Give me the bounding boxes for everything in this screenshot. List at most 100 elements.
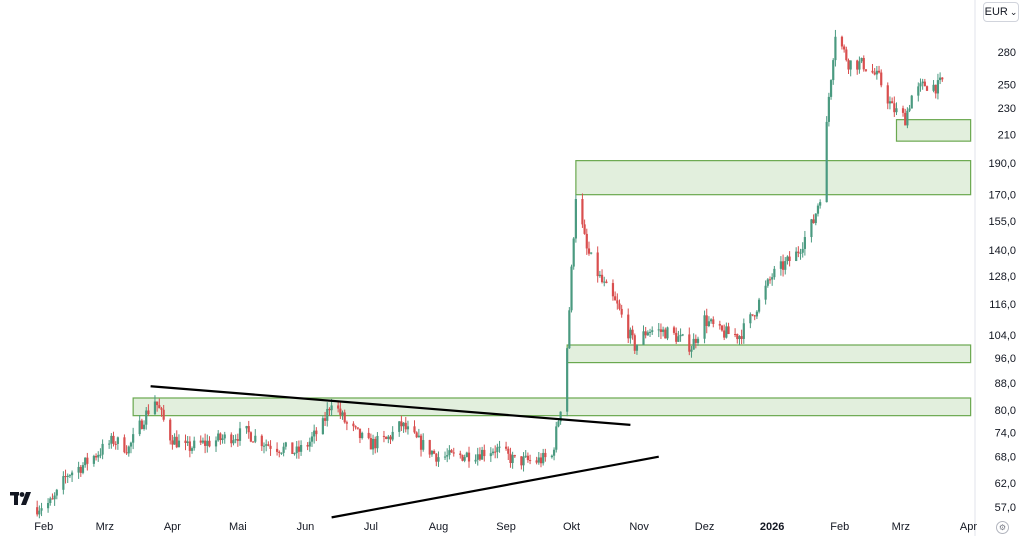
candle — [891, 101, 894, 104]
candle — [725, 326, 728, 338]
candle — [520, 456, 523, 466]
candle — [238, 428, 242, 441]
candle — [600, 274, 604, 283]
candle — [642, 331, 645, 345]
logo-part — [14, 492, 18, 505]
lower-trendline — [331, 455, 659, 519]
candle — [186, 441, 189, 443]
candle — [755, 311, 759, 317]
candle — [262, 445, 266, 447]
candle — [583, 224, 586, 234]
candle — [297, 446, 300, 452]
time-tick-label: Apr — [960, 521, 977, 533]
candle — [489, 453, 492, 457]
candle — [566, 348, 569, 412]
candle — [847, 60, 850, 70]
candle — [498, 446, 501, 448]
candle — [504, 446, 508, 449]
candle — [570, 266, 573, 311]
candle — [295, 446, 298, 454]
candle — [337, 405, 340, 409]
candle — [483, 449, 486, 457]
candle — [70, 472, 74, 476]
time-tick-label: 2026 — [760, 521, 784, 533]
candle — [278, 451, 281, 453]
candle — [110, 435, 113, 444]
candle — [616, 300, 619, 304]
candle — [162, 409, 165, 420]
price-tick-label: 140,0 — [988, 245, 1016, 257]
candle — [199, 440, 202, 443]
candle — [845, 49, 848, 61]
candle — [169, 419, 172, 441]
candle — [528, 460, 532, 462]
candle — [422, 440, 425, 450]
candle — [733, 333, 737, 335]
candle — [651, 330, 654, 332]
candle — [40, 508, 43, 511]
candle — [843, 46, 846, 50]
candle — [694, 338, 697, 343]
candle — [435, 453, 438, 462]
currency-button[interactable]: EUR ⌄ — [983, 2, 1019, 22]
candle — [705, 315, 708, 327]
candle — [371, 438, 375, 450]
candle — [201, 440, 205, 443]
candle — [825, 121, 828, 203]
candle — [282, 446, 285, 453]
price-tick-label: 230 — [998, 103, 1016, 115]
zone-80 — [132, 397, 972, 417]
candle — [184, 440, 187, 443]
gear-icon[interactable]: ⚙ — [996, 521, 1009, 534]
candle — [513, 455, 516, 457]
candle — [810, 219, 813, 238]
candle — [664, 329, 667, 339]
candle — [323, 418, 327, 421]
candle — [707, 321, 711, 327]
candle — [840, 36, 844, 47]
candle — [38, 510, 41, 515]
candle — [129, 442, 133, 447]
candle — [941, 77, 944, 80]
candle — [236, 439, 239, 441]
candle — [742, 323, 745, 339]
candle — [648, 331, 652, 333]
candle — [690, 349, 693, 352]
candle — [476, 454, 479, 460]
candle — [343, 412, 346, 423]
candle — [452, 452, 455, 454]
candle — [877, 70, 881, 73]
candle — [249, 432, 253, 442]
candle — [398, 421, 401, 432]
candle — [94, 455, 98, 458]
time-axis[interactable]: Feb Mrz Apr Mai Jun Jul Aug Sep Okt Nov Dez 2026 Feb… — [34, 521, 977, 533]
candle — [280, 452, 283, 454]
candle — [382, 435, 386, 437]
candle — [62, 476, 65, 490]
candle — [430, 450, 434, 455]
logo-part — [19, 492, 25, 497]
candle — [596, 252, 599, 277]
candle — [478, 454, 482, 460]
candle — [389, 436, 392, 440]
candle — [254, 435, 257, 442]
candle — [443, 456, 447, 458]
candle — [68, 475, 71, 477]
candle — [888, 101, 892, 104]
candle — [917, 86, 920, 96]
candle — [221, 438, 224, 441]
candle — [127, 446, 130, 454]
candle — [147, 410, 150, 415]
candle — [313, 430, 316, 437]
time-tick-label: Jul — [364, 521, 378, 533]
tradingview-logo[interactable] — [10, 492, 36, 506]
candle — [736, 334, 739, 340]
candle — [901, 108, 905, 113]
price-axis[interactable]: 280 250 230 210 190,0 170,0 155,0 140,0 128,0 116… — [988, 47, 1016, 514]
candle — [611, 283, 615, 297]
candle — [524, 455, 527, 457]
candle — [895, 108, 898, 113]
candle — [904, 112, 907, 126]
candle — [247, 426, 250, 433]
